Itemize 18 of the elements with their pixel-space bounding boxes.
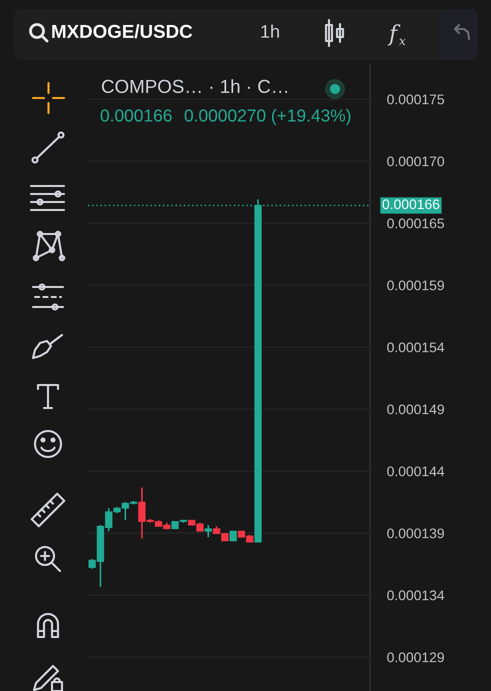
y-tick-label: 0.000175 xyxy=(387,94,444,104)
candlestick xyxy=(229,530,237,542)
ref-line-label: 0.000166 xyxy=(382,199,440,210)
y-tick-label: 0.000154 xyxy=(387,342,444,352)
text: 1h xyxy=(261,24,279,38)
annotation: COMPOS… · 1h · C… xyxy=(102,79,288,94)
y-tick-label: 0.000149 xyxy=(387,404,444,414)
y-tick-label: 0.000129 xyxy=(387,652,444,662)
y-tick-label: 0.000165 xyxy=(387,218,444,228)
chart-title: MXDOGE/USDC xyxy=(52,24,192,38)
y-tick-label: 0.000159 xyxy=(387,280,444,290)
y-tick-label: 0.000139 xyxy=(387,528,444,538)
candlestick xyxy=(204,524,212,538)
y-tick-label: 0.000144 xyxy=(387,466,444,476)
y-tick-label: 0.000134 xyxy=(387,590,444,600)
y-tick-label: 0.000170 xyxy=(387,156,444,166)
annotation: 0.0000270 (+19.43%) xyxy=(184,108,350,126)
annotation: 0.000166 xyxy=(100,109,172,122)
